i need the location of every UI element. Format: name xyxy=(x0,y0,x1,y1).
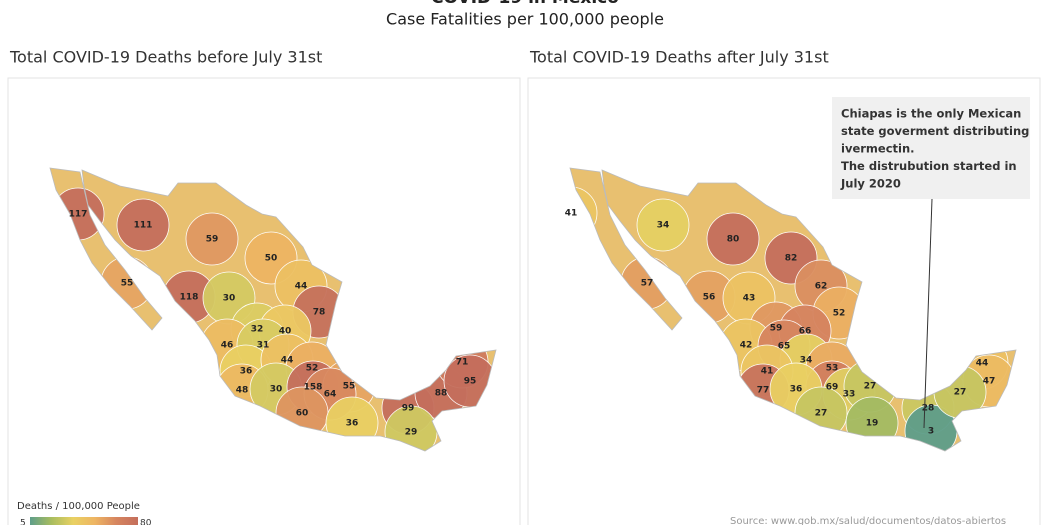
state-label: 158 xyxy=(304,383,323,393)
country-outline xyxy=(569,167,1017,452)
state-region xyxy=(706,212,760,266)
state-label: 77 xyxy=(757,386,770,396)
state-label: 44 xyxy=(295,282,308,292)
annotation-line: The distrubution started in xyxy=(841,159,1017,173)
state-label: 43 xyxy=(743,294,756,304)
state-label: 52 xyxy=(833,309,846,319)
state-label: 56 xyxy=(703,293,716,303)
state-label: 59 xyxy=(770,324,783,334)
annotation-line: Chiapas is the only Mexican xyxy=(841,107,1021,121)
state-label: 69 xyxy=(826,383,839,393)
state-label: 57 xyxy=(641,279,654,289)
state-label: 27 xyxy=(815,409,828,419)
state-label: 78 xyxy=(313,308,326,318)
state-label: 55 xyxy=(121,279,134,289)
annotation-box xyxy=(832,97,1030,199)
state-label: 27 xyxy=(954,388,967,398)
state-label: 32 xyxy=(251,325,264,335)
page-title: COVID-19 in Mexico xyxy=(431,0,619,8)
state-label: 33 xyxy=(843,390,856,400)
legend-min: 5 xyxy=(20,519,26,525)
state-label: 65 xyxy=(778,342,791,352)
state-label: 30 xyxy=(223,294,236,304)
state-label: 71 xyxy=(456,358,469,368)
state-label: 36 xyxy=(346,419,359,429)
state-label: 27 xyxy=(864,382,877,392)
state-label: 82 xyxy=(785,254,798,264)
state-label: 42 xyxy=(740,341,753,351)
state-label: 52 xyxy=(306,364,319,374)
state-region xyxy=(636,198,690,252)
state-label: 40 xyxy=(279,327,292,337)
state-label: 41 xyxy=(565,209,578,219)
state-label: 95 xyxy=(464,377,477,387)
state-label: 80 xyxy=(727,235,740,245)
state-label: 34 xyxy=(657,221,670,231)
state-label: 36 xyxy=(240,367,253,377)
state-label: 60 xyxy=(296,409,309,419)
country-outline xyxy=(49,167,497,452)
state-label: 118 xyxy=(180,293,199,303)
annotation-line: July 2020 xyxy=(840,177,901,191)
state-label: 66 xyxy=(799,327,812,337)
state-label: 29 xyxy=(405,428,418,438)
state-label: 88 xyxy=(435,389,448,399)
state-label: 59 xyxy=(206,235,219,245)
state-label: 50 xyxy=(265,254,278,264)
state-label: 28 xyxy=(922,404,935,414)
state-label: 47 xyxy=(983,377,996,387)
annotation-line: ivermectin. xyxy=(841,142,915,156)
state-label: 117 xyxy=(69,210,88,220)
state-label: 111 xyxy=(134,221,153,231)
state-label: 36 xyxy=(790,385,803,395)
panel-title: Total COVID-19 Deaths after July 31st xyxy=(529,48,829,67)
state-label: 55 xyxy=(343,382,356,392)
legend-max: 80 xyxy=(140,519,152,525)
page-subtitle: Case Fatalities per 100,000 people xyxy=(386,10,664,29)
state-region xyxy=(116,198,170,252)
state-label: 44 xyxy=(976,359,989,369)
source: Source: www.gob.mx/salud/documentos/dato… xyxy=(730,516,1006,525)
state-label: 62 xyxy=(815,282,828,292)
state-label: 3 xyxy=(928,427,934,437)
state-label: 44 xyxy=(281,356,294,366)
state-label: 48 xyxy=(236,386,249,396)
annotation-line: state goverment distributing xyxy=(841,124,1029,138)
state-label: 99 xyxy=(402,404,415,414)
state-label: 31 xyxy=(257,341,270,351)
state-label: 34 xyxy=(800,356,813,366)
panel-title: Total COVID-19 Deaths before July 31st xyxy=(9,48,322,67)
state-label: 19 xyxy=(866,419,879,429)
state-label: 41 xyxy=(761,367,774,377)
state-label: 64 xyxy=(324,390,337,400)
state-label: 30 xyxy=(270,385,283,395)
state-label: 53 xyxy=(826,364,839,374)
legend-gradient xyxy=(30,517,138,525)
state-label: 46 xyxy=(221,341,234,351)
legend-title: Deaths / 100,000 People xyxy=(17,501,140,512)
annotation-pointer xyxy=(923,198,933,429)
state-region xyxy=(185,212,239,266)
